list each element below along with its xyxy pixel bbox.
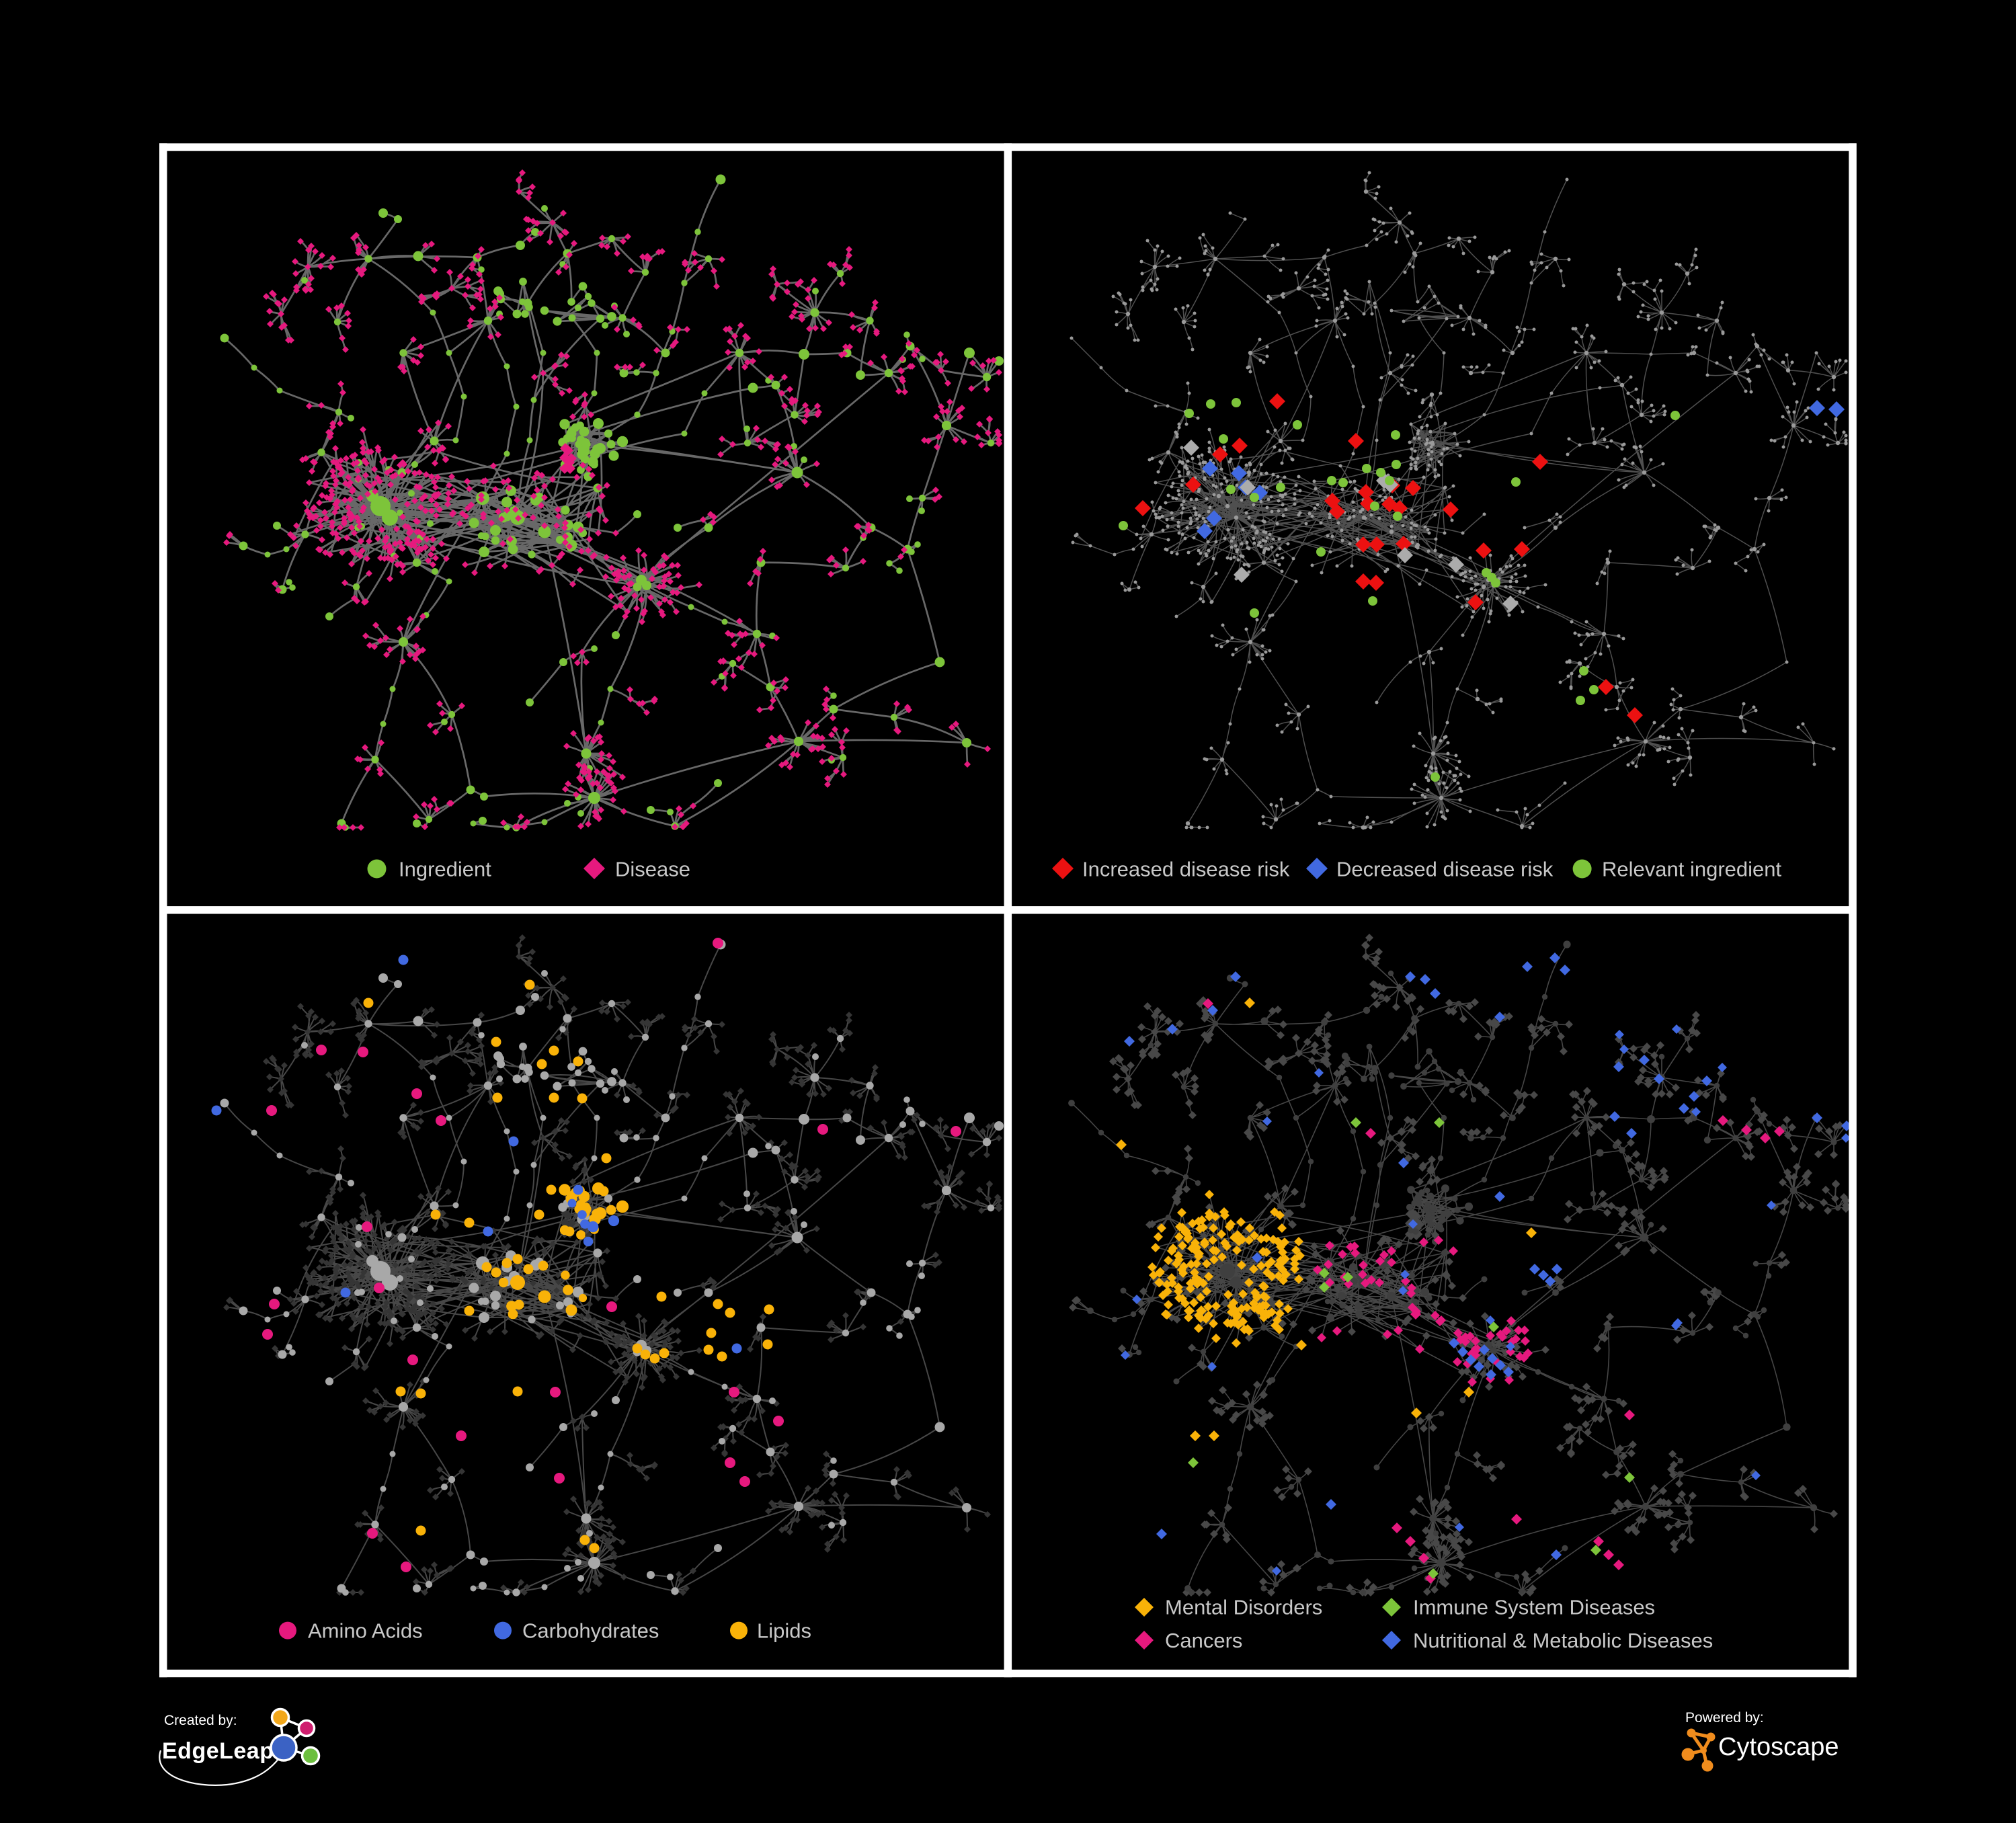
svg-text:Disease: Disease [615,858,690,881]
svg-text:Lipids: Lipids [757,1619,811,1643]
svg-text:Relevant ingredient: Relevant ingredient [1602,858,1782,881]
svg-text:Immune System Diseases: Immune System Diseases [1413,1596,1655,1619]
svg-text:Nutritional & Metabolic Diseas: Nutritional & Metabolic Diseases [1413,1629,1713,1652]
svg-text:Decreased disease risk: Decreased disease risk [1336,858,1554,881]
svg-text:Increased disease risk: Increased disease risk [1082,858,1290,881]
svg-text:Mental Disorders: Mental Disorders [1165,1596,1322,1619]
svg-text:Cancers: Cancers [1165,1629,1242,1652]
svg-text:Created by:: Created by: [164,1713,237,1728]
svg-text:Carbohydrates: Carbohydrates [522,1619,659,1643]
svg-text:Powered by:: Powered by: [1685,1710,1764,1726]
svg-text:Cytoscape: Cytoscape [1718,1733,1839,1761]
svg-text:Amino Acids: Amino Acids [308,1619,423,1643]
svg-text:EdgeLeap: EdgeLeap [162,1738,274,1764]
svg-text:Ingredient: Ingredient [399,858,491,881]
